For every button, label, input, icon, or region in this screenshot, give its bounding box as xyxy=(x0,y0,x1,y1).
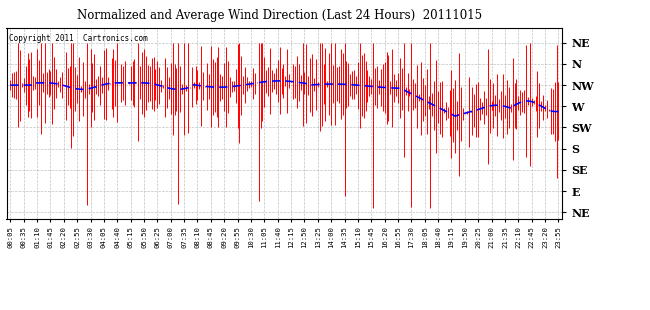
Text: Copyright 2011  Cartronics.com: Copyright 2011 Cartronics.com xyxy=(9,33,148,42)
Text: Normalized and Average Wind Direction (Last 24 Hours)  20111015: Normalized and Average Wind Direction (L… xyxy=(77,9,482,22)
